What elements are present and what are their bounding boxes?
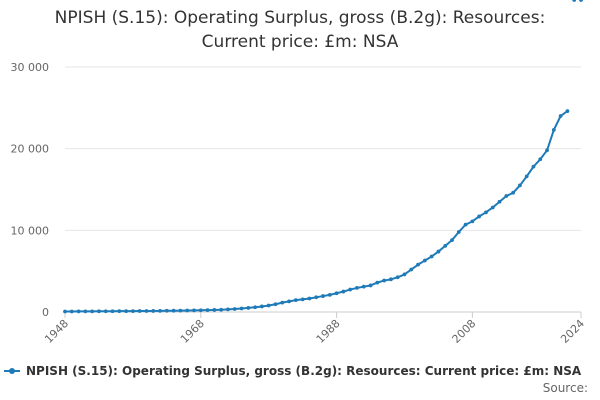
x-tick-label: 2024	[558, 317, 587, 346]
x-tick-label: 1968	[178, 317, 207, 346]
gridlines	[65, 66, 581, 313]
data-point[interactable]	[287, 299, 291, 304]
data-point[interactable]	[97, 309, 101, 314]
data-point[interactable]	[137, 309, 142, 313]
data-point[interactable]	[280, 300, 285, 305]
data-point[interactable]	[327, 292, 332, 297]
data-point[interactable]	[246, 306, 251, 310]
y-tick-label: 10 000	[11, 224, 50, 237]
data-point[interactable]	[551, 127, 556, 132]
data-point[interactable]	[253, 305, 258, 310]
data-point[interactable]	[388, 277, 393, 282]
data-point[interactable]	[219, 307, 224, 312]
legend-line-icon	[4, 366, 20, 376]
data-point[interactable]	[443, 243, 448, 248]
data-point[interactable]	[429, 254, 434, 259]
data-point[interactable]	[484, 210, 488, 215]
data-point[interactable]	[463, 222, 468, 227]
legend-label: NPISH (S.15): Operating Surplus, gross (…	[26, 364, 582, 378]
series-line	[64, 110, 569, 313]
data-point[interactable]	[450, 238, 454, 243]
data-point[interactable]	[355, 286, 359, 290]
data-point[interactable]	[110, 309, 115, 314]
chart-title-line-2: Current price: £m: NSA	[201, 32, 399, 52]
data-point[interactable]	[314, 295, 319, 300]
data-point[interactable]	[456, 230, 461, 234]
data-point[interactable]	[416, 262, 420, 267]
data-point[interactable]	[300, 297, 305, 302]
data-point[interactable]	[63, 309, 67, 314]
data-point[interactable]	[409, 267, 414, 272]
data-point[interactable]	[375, 280, 380, 285]
data-point[interactable]	[538, 157, 543, 162]
data-point[interactable]	[307, 296, 312, 301]
data-point[interactable]	[239, 306, 244, 311]
y-tick-label: 30 000	[11, 61, 50, 74]
plot-area	[63, 0, 583, 314]
data-point[interactable]	[545, 148, 549, 153]
data-point[interactable]	[124, 309, 129, 314]
x-tick-label: 2008	[449, 317, 478, 346]
y-axis: 0 10 000 20 000 30 000	[11, 61, 50, 319]
x-tick-label: 1948	[42, 317, 71, 346]
data-point[interactable]	[185, 308, 190, 313]
chart-title: NPISH (S.15): Operating Surplus, gross (…	[0, 6, 600, 54]
data-point[interactable]	[69, 309, 74, 314]
data-point[interactable]	[266, 303, 271, 308]
data-point[interactable]	[334, 291, 339, 296]
data-point[interactable]	[321, 294, 325, 298]
data-point[interactable]	[422, 258, 427, 263]
chart-title-line-1: NPISH (S.15): Operating Surplus, gross (…	[54, 8, 546, 28]
data-point[interactable]	[232, 307, 237, 311]
data-point[interactable]	[117, 309, 122, 314]
data-point[interactable]	[130, 309, 135, 314]
data-point[interactable]	[470, 219, 475, 224]
data-point[interactable]	[171, 308, 176, 313]
legend[interactable]: NPISH (S.15): Operating Surplus, gross (…	[4, 364, 581, 378]
data-point[interactable]	[558, 114, 563, 118]
source-label: Source:	[542, 381, 588, 395]
data-point[interactable]	[511, 190, 516, 195]
data-point[interactable]	[192, 308, 196, 313]
data-point[interactable]	[524, 174, 529, 179]
data-point[interactable]	[382, 278, 387, 283]
data-point[interactable]	[517, 183, 522, 188]
x-axis: 1948 1968 1988 2008 2024	[42, 312, 587, 346]
data-point[interactable]	[504, 194, 509, 198]
data-point[interactable]	[565, 109, 570, 113]
x-tick-label: 1988	[314, 317, 343, 346]
data-point[interactable]	[103, 309, 108, 314]
data-point[interactable]	[341, 289, 346, 294]
data-point[interactable]	[361, 284, 366, 289]
data-point[interactable]	[579, 0, 583, 2]
data-point[interactable]	[293, 298, 298, 303]
data-point[interactable]	[144, 309, 149, 313]
data-point[interactable]	[151, 309, 156, 313]
data-point[interactable]	[395, 275, 400, 280]
data-point[interactable]	[436, 249, 441, 254]
data-point[interactable]	[90, 309, 95, 314]
y-tick-label: 0	[42, 306, 49, 319]
data-point[interactable]	[83, 309, 88, 314]
data-point[interactable]	[158, 308, 162, 313]
y-tick-label: 20 000	[11, 143, 50, 156]
data-point[interactable]	[273, 302, 278, 307]
data-point[interactable]	[490, 205, 495, 210]
data-point[interactable]	[198, 308, 203, 313]
data-point[interactable]	[348, 287, 353, 292]
data-point[interactable]	[477, 214, 482, 219]
data-point[interactable]	[212, 308, 217, 312]
data-point[interactable]	[226, 307, 230, 312]
data-point[interactable]	[497, 199, 502, 204]
data-point[interactable]	[164, 308, 169, 313]
data-point[interactable]	[76, 309, 81, 314]
data-point[interactable]	[572, 0, 577, 2]
data-point[interactable]	[368, 283, 373, 288]
data-point[interactable]	[531, 164, 536, 169]
data-point[interactable]	[205, 308, 210, 313]
data-point[interactable]	[402, 272, 407, 277]
data-point[interactable]	[178, 308, 183, 313]
data-point[interactable]	[259, 304, 264, 309]
